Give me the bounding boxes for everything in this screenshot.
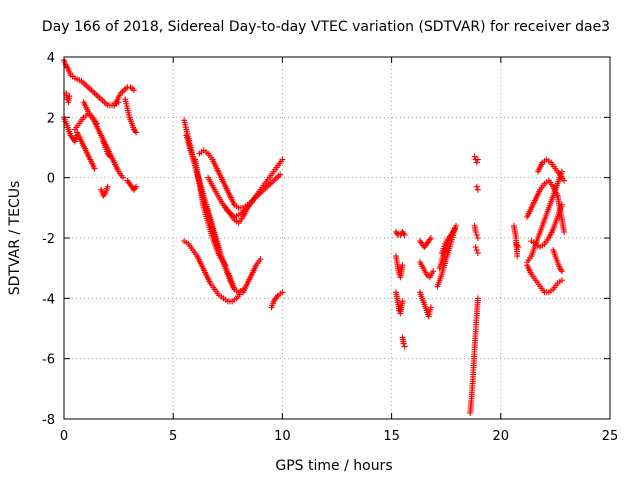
grid-lines <box>64 57 610 419</box>
data-point <box>279 156 286 163</box>
x-tick-label: 10 <box>274 429 291 444</box>
data-point <box>106 153 113 160</box>
data-point <box>558 268 565 275</box>
data-point <box>453 222 460 229</box>
data-points <box>61 57 568 416</box>
data-point <box>472 244 479 251</box>
data-point <box>473 231 480 238</box>
series-track-27 <box>416 289 434 320</box>
series-track-15 <box>192 156 229 269</box>
series-track-44 <box>554 192 568 235</box>
data-point <box>473 183 480 190</box>
series-track-32 <box>473 183 481 193</box>
series-track-14 <box>181 238 244 305</box>
data-point <box>474 295 481 302</box>
series-track-33 <box>471 222 481 241</box>
data-point <box>471 153 478 160</box>
data-point <box>561 228 568 235</box>
series-track-10 <box>122 96 140 136</box>
data-point <box>279 289 286 296</box>
y-tick-label: -4 <box>42 292 55 307</box>
data-point <box>277 171 284 178</box>
data-point <box>401 231 408 238</box>
series-track-40 <box>528 201 565 251</box>
data-point <box>474 156 481 163</box>
data-point <box>401 343 408 350</box>
x-tick-label: 25 <box>602 429 619 444</box>
series-track-36 <box>510 222 521 260</box>
tick-labels: 0 5 10 15 20 25 -8 -6 -4 -2 0 2 4 <box>42 51 618 444</box>
data-point <box>104 183 111 190</box>
series-track-24 <box>399 334 408 350</box>
series-track-18 <box>222 189 264 226</box>
y-tick-label: 4 <box>47 51 55 66</box>
series-track-05 <box>74 129 98 172</box>
data-point <box>130 87 137 94</box>
data-point <box>473 159 480 166</box>
data-point <box>257 256 264 263</box>
plot-frame <box>63 56 611 420</box>
data-point <box>133 183 140 190</box>
series-track-34 <box>472 244 481 257</box>
data-point <box>430 268 437 275</box>
data-point <box>558 168 565 175</box>
chart-title: Day 166 of 2018, Sidereal Day-to-day VTE… <box>42 19 610 35</box>
data-point <box>222 262 229 269</box>
data-point <box>133 129 140 136</box>
series-track-26 <box>416 259 437 281</box>
data-point <box>400 340 407 347</box>
data-point <box>91 165 98 172</box>
x-tick-label: 5 <box>169 429 177 444</box>
data-point <box>474 250 481 257</box>
y-tick-label: -6 <box>42 353 55 368</box>
data-point <box>427 304 434 311</box>
series-track-08 <box>100 138 113 160</box>
series-track-39 <box>524 177 561 220</box>
data-point <box>399 262 406 269</box>
series-track-42 <box>524 262 565 296</box>
series-track-21 <box>392 228 408 238</box>
y-tick-label: 0 <box>47 172 55 187</box>
series-track-25 <box>416 235 434 251</box>
data-point <box>119 174 126 181</box>
x-tick-label: 15 <box>383 429 400 444</box>
series-track-09 <box>111 84 137 109</box>
x-axis-label: GPS time / hours <box>275 458 392 474</box>
series-track-19 <box>240 256 264 296</box>
series-track-23 <box>392 289 406 317</box>
series-track-11 <box>124 177 140 193</box>
series-track-20 <box>268 289 286 311</box>
series-track-43 <box>550 247 565 275</box>
series-track-41 <box>534 156 568 184</box>
data-point <box>473 247 480 254</box>
y-tick-label: -8 <box>42 413 55 428</box>
series-track-35 <box>467 295 481 416</box>
series-track-22 <box>392 253 406 281</box>
data-point <box>558 277 565 284</box>
series-track-02 <box>63 90 73 106</box>
series-track-37 <box>513 241 522 251</box>
data-point <box>257 189 264 196</box>
x-tick-label: 20 <box>493 429 510 444</box>
data-point <box>451 225 458 232</box>
series-track-16 <box>196 147 286 211</box>
data-point <box>474 186 481 193</box>
y-axis-label: SDTVAR / TECUs <box>7 181 23 296</box>
y-tick-label: -2 <box>42 232 55 247</box>
data-point <box>515 244 522 251</box>
data-point <box>399 298 406 305</box>
data-point <box>427 235 434 241</box>
x-tick-label: 0 <box>60 429 68 444</box>
series-track-31 <box>471 153 481 166</box>
series-track-30 <box>438 225 458 257</box>
data-point <box>66 93 73 100</box>
y-tick-label: 2 <box>47 111 55 126</box>
data-point <box>514 242 521 249</box>
data-point <box>561 177 568 184</box>
series-track-07 <box>98 183 111 199</box>
data-point <box>514 253 521 260</box>
data-point <box>474 235 481 241</box>
data-point <box>472 228 479 235</box>
